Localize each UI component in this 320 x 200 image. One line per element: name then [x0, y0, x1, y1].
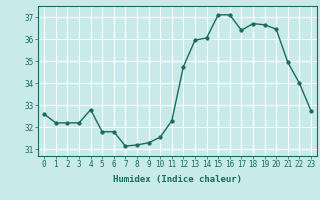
X-axis label: Humidex (Indice chaleur): Humidex (Indice chaleur) [113, 175, 242, 184]
